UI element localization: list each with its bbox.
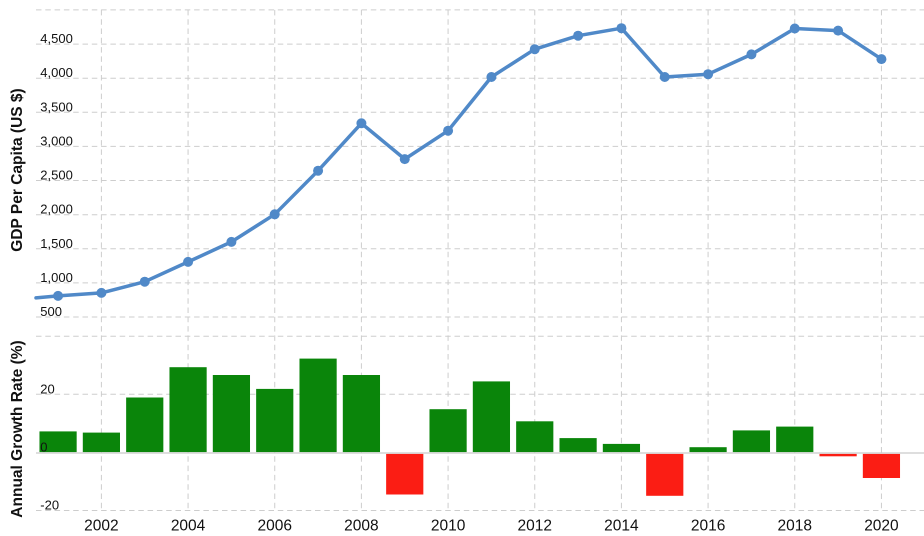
svg-text:0: 0 — [40, 440, 47, 455]
svg-text:2020: 2020 — [864, 517, 899, 534]
svg-text:2016: 2016 — [691, 517, 725, 534]
svg-text:500: 500 — [40, 304, 62, 319]
svg-text:2,500: 2,500 — [40, 168, 73, 183]
svg-text:3,500: 3,500 — [40, 99, 73, 114]
svg-text:-20: -20 — [40, 498, 59, 513]
svg-text:GDP Per Capita (US $): GDP Per Capita (US $) — [9, 88, 26, 251]
svg-text:20: 20 — [40, 381, 54, 396]
svg-text:2,000: 2,000 — [40, 202, 73, 217]
svg-text:1,000: 1,000 — [40, 270, 73, 285]
svg-text:4,500: 4,500 — [40, 31, 73, 46]
svg-text:2012: 2012 — [518, 517, 552, 534]
svg-text:1,500: 1,500 — [40, 236, 73, 251]
svg-text:2010: 2010 — [431, 517, 466, 534]
svg-text:2018: 2018 — [778, 517, 812, 534]
svg-text:2008: 2008 — [344, 517, 378, 534]
svg-text:4,000: 4,000 — [40, 65, 73, 80]
svg-text:2014: 2014 — [604, 517, 639, 534]
svg-text:Annual Growth Rate (%): Annual Growth Rate (%) — [9, 340, 26, 517]
svg-text:3,000: 3,000 — [40, 133, 73, 148]
svg-text:2002: 2002 — [84, 517, 118, 534]
svg-text:2006: 2006 — [257, 517, 291, 534]
svg-text:2004: 2004 — [171, 517, 206, 534]
